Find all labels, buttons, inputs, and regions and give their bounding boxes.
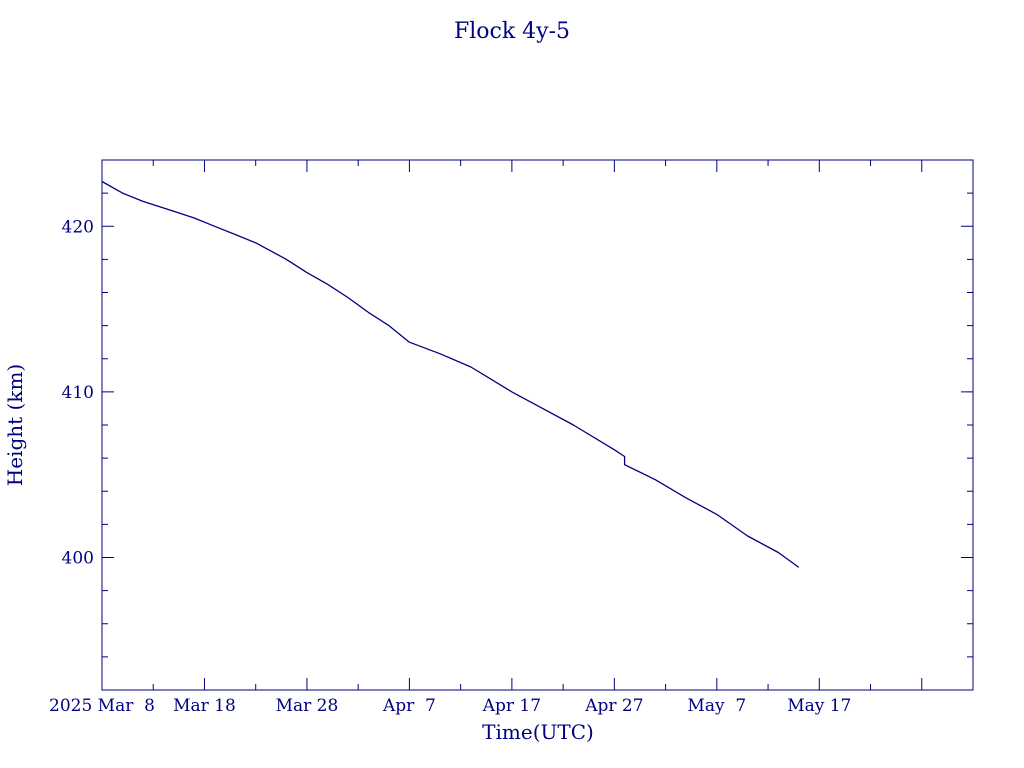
- x-tick-label: Mar 18: [173, 696, 236, 716]
- series-layer: [101, 180, 800, 568]
- series-line: [101, 180, 800, 568]
- ticks: 2025 Mar 8 Mar 18 Mar 28 Apr 7 Apr 17 Apr 27 M…: [49, 160, 973, 716]
- x-tick-label: Mar 28: [276, 696, 339, 716]
- x-tick-label: Apr 7: [382, 696, 436, 716]
- x-tick-label: Apr 27: [584, 696, 643, 716]
- x-tick-label: Apr 17: [482, 696, 541, 716]
- y-tick-label: 420: [62, 217, 94, 237]
- x-axis-label: Time(UTC): [482, 720, 594, 744]
- axes: [101, 159, 974, 691]
- x-tick-label: May 7: [687, 696, 746, 716]
- x-tick-label: May 17: [787, 696, 851, 716]
- y-axis-label: Height (km): [3, 364, 27, 486]
- plot-frame: [101, 159, 974, 691]
- x-tick-label: 2025 Mar 8: [49, 696, 155, 716]
- y-tick-label: 400: [62, 549, 94, 569]
- chart-title: Flock 4y-5: [454, 19, 570, 44]
- y-tick-label: 410: [62, 383, 94, 403]
